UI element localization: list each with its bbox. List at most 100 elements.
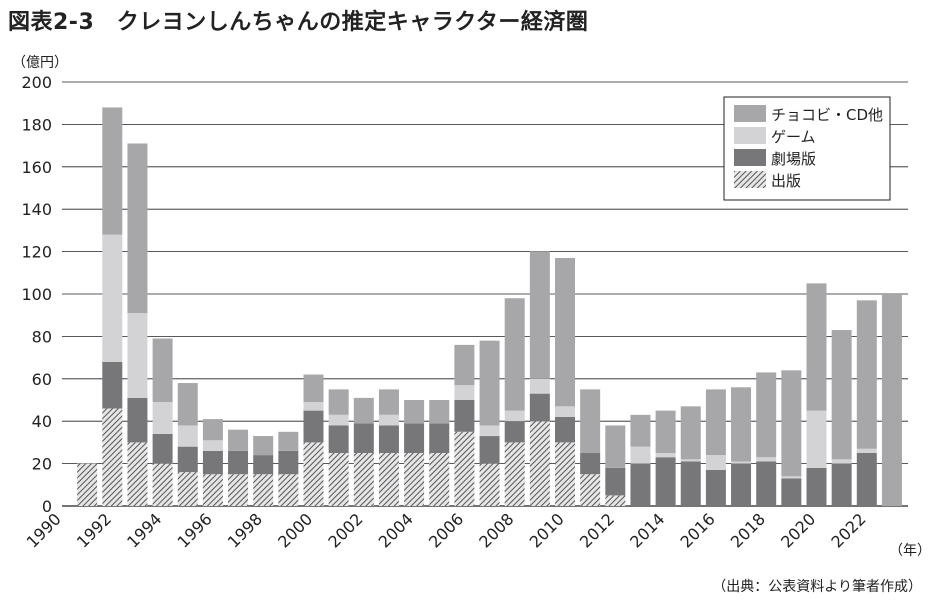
bar-segment-game-1992 xyxy=(102,234,123,362)
bar-segment-publishing-2000 xyxy=(303,442,324,506)
x-tick-label: 1994 xyxy=(123,509,165,551)
bar-segment-other-2000 xyxy=(303,374,324,403)
y-tick-label: 120 xyxy=(21,243,52,262)
legend-swatch-game xyxy=(734,127,766,144)
x-tick-label: 2014 xyxy=(626,509,668,551)
bar-segment-other-2009 xyxy=(529,251,550,379)
bar-segment-game-2016 xyxy=(705,455,726,470)
bar-segment-game-2018 xyxy=(756,457,777,462)
bar-segment-movie-1994 xyxy=(152,433,173,464)
bar-segment-game-2003 xyxy=(378,414,399,426)
bar-segment-movie-2012 xyxy=(605,467,626,496)
bar-segment-game-1993 xyxy=(127,313,148,398)
bar-segment-publishing-2012 xyxy=(605,495,626,506)
bar-segment-publishing-1995 xyxy=(177,472,198,506)
legend-swatch-publishing xyxy=(734,171,766,188)
bar-segment-movie-1992 xyxy=(102,361,123,409)
bar-segment-other-2012 xyxy=(605,425,626,468)
bar-segment-game-2013 xyxy=(630,446,651,464)
bar-segment-other-2016 xyxy=(705,389,726,456)
bar-segment-movie-2021 xyxy=(831,463,852,506)
bar-segment-other-2001 xyxy=(328,389,349,415)
y-tick-label: 20 xyxy=(32,455,52,474)
bar-segment-movie-2008 xyxy=(504,421,525,443)
bar-segment-publishing-1999 xyxy=(278,474,299,506)
bar-segment-publishing-2008 xyxy=(504,442,525,506)
bar-segment-game-1995 xyxy=(177,425,198,447)
bar-segment-other-1993 xyxy=(127,143,148,314)
bar-segment-publishing-1991 xyxy=(77,463,98,506)
bar-segment-movie-2020 xyxy=(806,467,827,506)
bar-segment-movie-2003 xyxy=(378,425,399,453)
bar-segment-other-1999 xyxy=(278,431,299,451)
bar-segment-other-2018 xyxy=(756,372,777,458)
bar-segment-game-2007 xyxy=(479,425,500,437)
bar-segment-movie-2017 xyxy=(731,463,752,506)
bar-segment-publishing-2010 xyxy=(555,442,575,506)
bar-segment-movie-2014 xyxy=(655,457,676,506)
y-tick-label: 0 xyxy=(42,497,52,516)
bar-segment-publishing-2011 xyxy=(580,474,601,506)
bar-segment-movie-2006 xyxy=(454,400,475,432)
bar-segment-publishing-2001 xyxy=(328,453,349,506)
bar-segment-publishing-1996 xyxy=(202,474,223,506)
bar-segment-publishing-2006 xyxy=(454,431,475,506)
x-tick-label: 2012 xyxy=(576,509,618,551)
bar-segment-movie-2005 xyxy=(429,423,450,453)
bar-segment-other-2007 xyxy=(479,340,500,426)
bar-segment-other-1992 xyxy=(102,107,123,235)
bar-segment-game-2001 xyxy=(328,414,349,426)
x-tick-label: 2004 xyxy=(375,509,417,551)
bar-segment-game-2017 xyxy=(731,461,752,464)
bar-segment-movie-2010 xyxy=(555,416,575,443)
y-tick-label: 180 xyxy=(21,115,52,134)
legend-swatch-movie xyxy=(734,149,766,166)
bar-segment-other-2005 xyxy=(429,400,450,424)
bar-segment-other-2002 xyxy=(353,397,374,424)
bar-segment-game-2022 xyxy=(856,448,877,453)
bar-segment-other-2015 xyxy=(680,406,701,460)
bar-segment-game-2010 xyxy=(555,406,575,417)
y-tick-label: 100 xyxy=(21,285,52,304)
bar-segment-other-2021 xyxy=(831,330,852,460)
x-tick-label: 2010 xyxy=(526,509,568,551)
bar-segment-movie-1995 xyxy=(177,446,198,473)
bar-segment-other-1994 xyxy=(152,338,173,403)
bar-segment-movie-2004 xyxy=(404,423,425,453)
bar-segment-other-2011 xyxy=(580,389,601,453)
bar-segment-other-2003 xyxy=(378,389,399,415)
bar-segment-publishing-2005 xyxy=(429,453,450,506)
bar-segment-movie-2022 xyxy=(856,453,877,506)
bar-segment-movie-2000 xyxy=(303,410,324,443)
x-tick-label: 2002 xyxy=(324,509,366,551)
bar-segment-publishing-2004 xyxy=(404,453,425,506)
bar-segment-other-2020 xyxy=(806,283,827,411)
y-axis-unit: （億円） xyxy=(12,55,68,71)
x-tick-label: 1998 xyxy=(224,509,266,551)
bar-segment-other-1996 xyxy=(202,419,223,441)
bar-segment-game-2009 xyxy=(529,378,550,394)
x-tick-label: 2018 xyxy=(727,509,769,551)
bar-segment-other-2006 xyxy=(454,344,475,386)
legend-label-publishing: 出版 xyxy=(771,172,801,190)
legend-swatch-other xyxy=(734,105,766,122)
x-tick-label: 2022 xyxy=(827,509,869,551)
x-tick-label: 1996 xyxy=(174,509,216,551)
y-tick-label: 40 xyxy=(32,412,52,431)
bar-segment-movie-2015 xyxy=(680,461,701,506)
legend-label-game: ゲーム xyxy=(771,128,816,146)
bar-segment-movie-2016 xyxy=(705,469,726,506)
bar-segment-movie-2019 xyxy=(781,478,802,506)
bar-segment-other-2014 xyxy=(655,410,676,453)
bar-segment-movie-2018 xyxy=(756,461,777,506)
bar-segment-publishing-2002 xyxy=(353,453,374,506)
bar-segment-game-1996 xyxy=(202,440,223,451)
bar-segment-movie-2007 xyxy=(479,436,500,464)
legend-label-movie: 劇場版 xyxy=(771,150,816,168)
chart-title: 図表2-3 クレヨンしんちゃんの推定キャラクター経済圏 xyxy=(8,10,589,35)
legend-label-other: チョコビ・CD他 xyxy=(771,106,883,124)
bar-segment-movie-1997 xyxy=(228,450,249,475)
bar-segment-publishing-2009 xyxy=(529,421,550,506)
source-note: （出典：公表資料より筆者作成） xyxy=(712,579,922,595)
